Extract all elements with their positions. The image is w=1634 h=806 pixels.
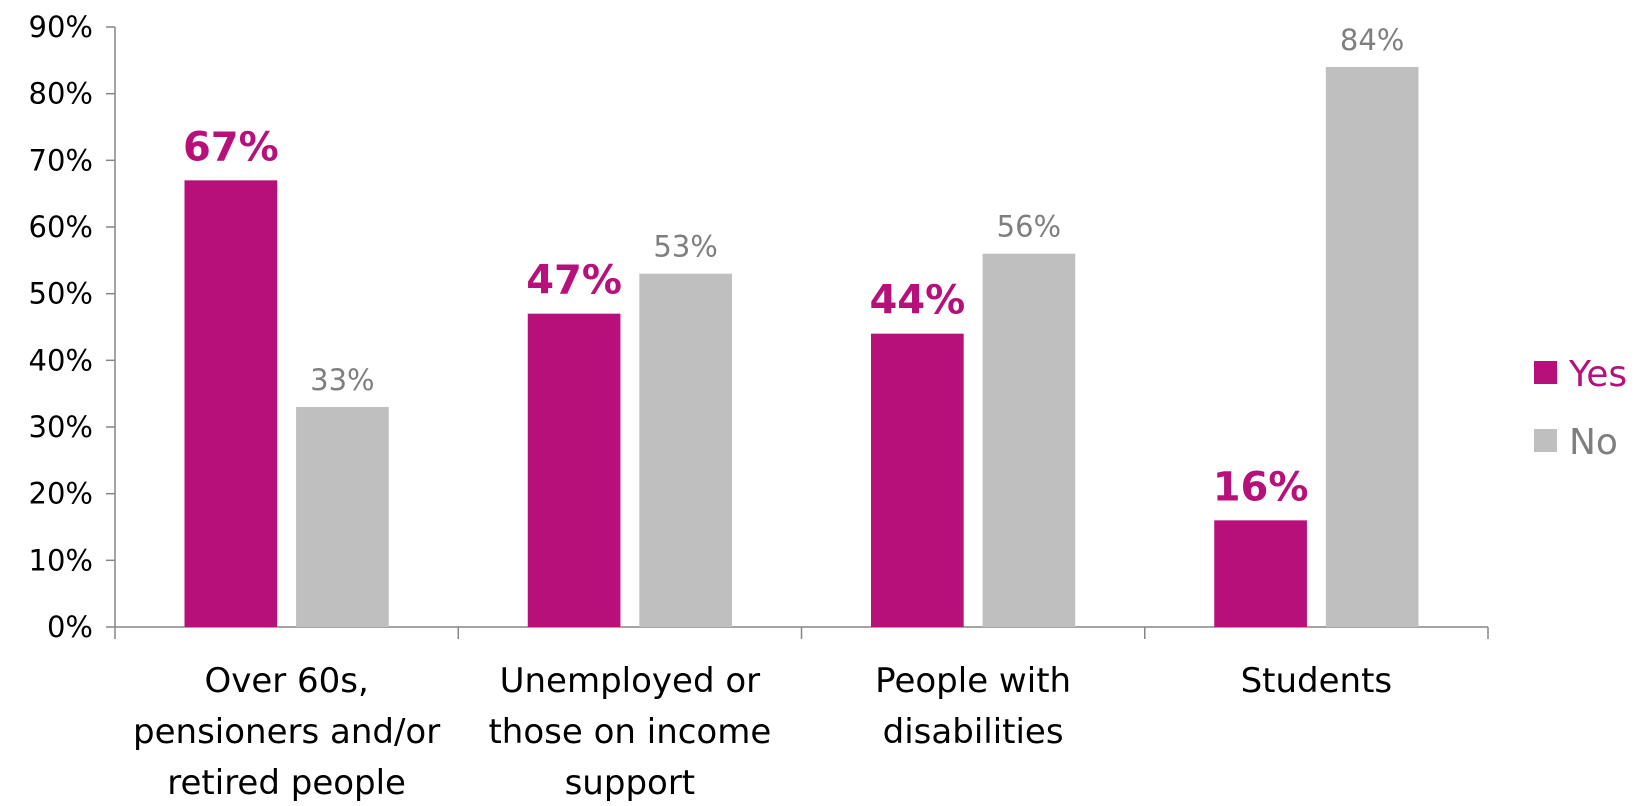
y-tick-label: 30% — [29, 410, 93, 444]
y-tick-label: 80% — [29, 77, 93, 111]
bar-yes — [871, 333, 964, 627]
bar-no — [982, 253, 1076, 627]
category-label-line: Over 60s, — [204, 661, 368, 701]
category-label: Unemployed or those on income support — [488, 661, 771, 803]
data-label-yes: 47% — [526, 258, 622, 304]
y-tick-label: 0% — [47, 610, 93, 644]
bar-yes — [184, 180, 278, 628]
category-label: Students — [1241, 661, 1393, 701]
category-label-line: Students — [1241, 661, 1393, 701]
data-label-no: 84% — [1340, 23, 1404, 57]
x-axis — [114, 626, 1489, 639]
y-tick-label: 20% — [29, 477, 93, 511]
legend-swatch — [1534, 361, 1557, 384]
category-label-line: retired people — [167, 763, 406, 803]
legend-swatch — [1534, 429, 1557, 452]
category-label-line: pensioners and/or — [133, 712, 440, 752]
y-tick-label: 50% — [29, 277, 93, 311]
category-labels: Over 60s, pensioners and/or retired people… — [133, 661, 1392, 803]
value-labels: 67% 33% 47% 53% 44% 56% 16% 84% — [183, 23, 1404, 510]
bar-yes — [527, 313, 621, 627]
data-label-yes: 44% — [869, 278, 965, 324]
bar-no — [639, 273, 732, 627]
category-label-line: support — [565, 763, 696, 803]
legend: Yes No — [1534, 354, 1627, 463]
category-label-line: disabilities — [883, 712, 1064, 752]
bar-no — [1325, 67, 1419, 627]
y-tick-label: 70% — [29, 143, 93, 177]
y-tick-label: 90% — [29, 10, 93, 44]
data-label-yes: 16% — [1213, 464, 1309, 510]
y-axis: 0% 10% 20% 30% 40% 50% 60% 70% 80% 90% — [29, 10, 116, 644]
legend-item-no: No — [1534, 422, 1618, 463]
category-label-line: those on income — [488, 712, 771, 752]
y-tick-label: 60% — [29, 210, 93, 244]
legend-label: Yes — [1568, 354, 1627, 395]
data-label-no: 53% — [653, 230, 717, 264]
y-tick-label: 40% — [29, 343, 93, 377]
category-label: Over 60s, pensioners and/or retired people — [133, 661, 440, 803]
bars — [184, 67, 1419, 628]
data-label-yes: 67% — [183, 124, 279, 170]
category-label: People with disabilities — [875, 661, 1071, 752]
bar-yes — [1214, 520, 1307, 627]
legend-label: No — [1569, 422, 1618, 463]
category-label-line: People with — [875, 661, 1071, 701]
legend-item-yes: Yes — [1534, 354, 1627, 395]
y-tick-label: 10% — [29, 543, 93, 577]
data-label-no: 56% — [997, 210, 1061, 244]
category-label-line: Unemployed or — [500, 661, 761, 701]
data-label-no: 33% — [310, 363, 374, 397]
bar-no — [296, 407, 389, 627]
